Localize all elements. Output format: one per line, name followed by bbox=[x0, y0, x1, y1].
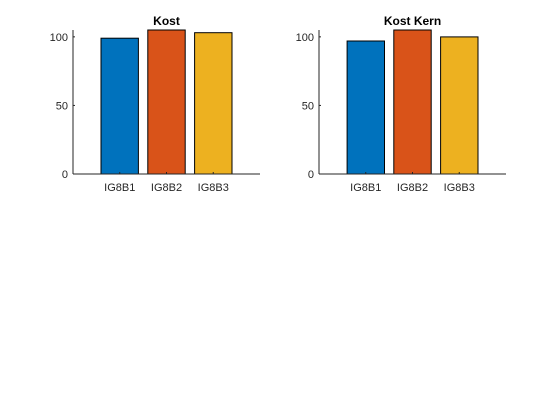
bar-ig8b2 bbox=[147, 29, 186, 175]
chart-kost: Kost 0 50 100 IG8B1 IG8B2 IG8B3 bbox=[50, 14, 260, 194]
x-tick-label: IG8B2 bbox=[151, 182, 182, 194]
y-ticks: 0 50 100 bbox=[50, 32, 75, 181]
bars bbox=[100, 29, 233, 175]
bars bbox=[346, 29, 479, 175]
y-tick-label: 50 bbox=[302, 100, 314, 112]
y-tick-label: 100 bbox=[296, 32, 314, 44]
bar-ig8b1 bbox=[100, 37, 139, 175]
x-tick-label: IG8B1 bbox=[104, 182, 135, 194]
bar-ig8b1 bbox=[346, 40, 386, 175]
x-tick-label: IG8B3 bbox=[444, 182, 475, 194]
chart-title: Kost bbox=[153, 14, 180, 28]
y-tick-label: 100 bbox=[50, 32, 68, 44]
bar-ig8b3 bbox=[194, 32, 233, 175]
x-ticks: IG8B1 IG8B2 IG8B3 bbox=[104, 172, 229, 194]
bar-ig8b2 bbox=[393, 29, 432, 175]
chart-kost-kern: Kost Kern 0 50 100 IG8B1 IG8B2 IG8B3 bbox=[296, 14, 506, 194]
y-tick-label: 50 bbox=[56, 100, 68, 112]
y-tick-label: 0 bbox=[62, 169, 68, 181]
x-tick-label: IG8B3 bbox=[198, 182, 229, 194]
x-tick-label: IG8B1 bbox=[350, 182, 381, 194]
x-ticks: IG8B1 IG8B2 IG8B3 bbox=[350, 172, 475, 194]
x-tick-label: IG8B2 bbox=[397, 182, 428, 194]
bar-ig8b3 bbox=[440, 36, 479, 175]
y-ticks: 0 50 100 bbox=[296, 32, 321, 181]
y-tick-label: 0 bbox=[308, 169, 314, 181]
chart-title: Kost Kern bbox=[384, 14, 441, 28]
